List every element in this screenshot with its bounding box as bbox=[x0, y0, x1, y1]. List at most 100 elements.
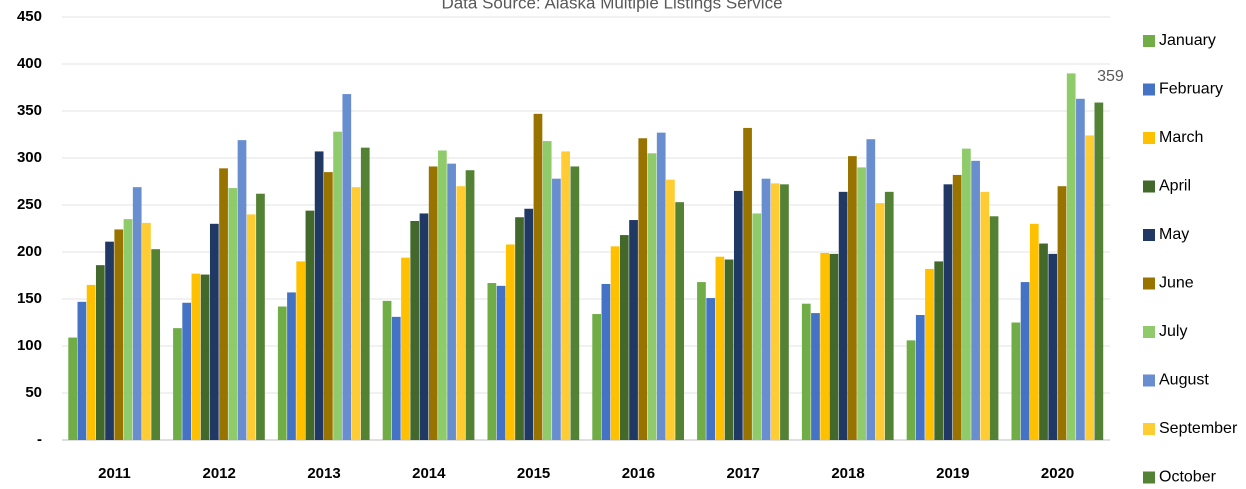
bar bbox=[105, 241, 114, 440]
bar bbox=[561, 151, 570, 441]
legend-label: July bbox=[1159, 323, 1187, 340]
bar bbox=[419, 213, 429, 440]
y-tick-label: 450 bbox=[17, 8, 42, 25]
legend-swatch bbox=[1143, 277, 1155, 290]
bar bbox=[906, 340, 916, 440]
legend-label: March bbox=[1159, 129, 1203, 146]
bar bbox=[592, 314, 602, 440]
y-tick-label: 200 bbox=[17, 243, 42, 260]
bar bbox=[246, 214, 256, 440]
bar bbox=[542, 141, 552, 440]
legend-label: September bbox=[1159, 420, 1238, 437]
legend-swatch bbox=[1143, 132, 1155, 144]
bar bbox=[761, 178, 771, 440]
bar bbox=[629, 220, 638, 440]
bar bbox=[342, 94, 352, 440]
bar bbox=[305, 210, 315, 440]
bar bbox=[838, 191, 848, 440]
bar bbox=[610, 246, 620, 440]
bar bbox=[952, 174, 962, 441]
legend-label: April bbox=[1159, 178, 1191, 195]
bar bbox=[552, 178, 561, 440]
bar bbox=[68, 337, 78, 440]
bar bbox=[505, 244, 515, 440]
bar bbox=[1076, 98, 1085, 440]
bar bbox=[191, 273, 201, 440]
x-tick-label: 2020 bbox=[1041, 465, 1074, 482]
x-tick-label: 2018 bbox=[831, 465, 864, 482]
bar bbox=[209, 223, 219, 440]
bar bbox=[533, 113, 543, 440]
bar bbox=[601, 283, 611, 440]
bar bbox=[496, 285, 506, 440]
chart-title: Data Source: Alaska Multiple Listings Se… bbox=[441, 0, 782, 12]
bar bbox=[360, 147, 370, 440]
bar bbox=[780, 184, 789, 440]
legend-label: October bbox=[1159, 469, 1217, 486]
bar bbox=[237, 140, 247, 440]
legend-swatch bbox=[1143, 471, 1155, 484]
legend-swatch bbox=[1143, 83, 1155, 96]
x-tick-label: 2012 bbox=[203, 465, 236, 482]
bar bbox=[1020, 282, 1030, 440]
bar bbox=[666, 179, 675, 440]
bar bbox=[173, 328, 182, 440]
bar bbox=[219, 168, 228, 440]
bar bbox=[647, 153, 657, 441]
bar bbox=[829, 253, 839, 440]
bar bbox=[770, 183, 780, 440]
x-tick-label: 2013 bbox=[307, 465, 340, 482]
bar bbox=[142, 222, 151, 440]
bar bbox=[675, 202, 685, 440]
bar bbox=[848, 156, 857, 440]
bar bbox=[151, 249, 161, 440]
bar bbox=[256, 193, 265, 440]
bar bbox=[401, 257, 410, 440]
bar bbox=[324, 172, 333, 440]
bar bbox=[980, 191, 990, 440]
bar bbox=[820, 252, 830, 440]
legend-label: June bbox=[1159, 275, 1194, 292]
x-tick-label: 2017 bbox=[727, 465, 760, 482]
data-label: 359 bbox=[1097, 68, 1124, 85]
bar bbox=[314, 151, 324, 441]
legend-label: February bbox=[1159, 81, 1223, 98]
x-tick-label: 2019 bbox=[936, 465, 969, 482]
bar bbox=[77, 301, 87, 440]
bar bbox=[971, 160, 980, 440]
bar bbox=[95, 265, 105, 440]
legend-swatch bbox=[1143, 374, 1155, 387]
legend-swatch bbox=[1143, 326, 1155, 338]
y-tick-label: - bbox=[37, 431, 42, 448]
bar bbox=[200, 274, 210, 440]
bar bbox=[86, 284, 96, 440]
bar bbox=[715, 256, 725, 440]
bar bbox=[1094, 102, 1104, 440]
bar bbox=[656, 132, 666, 440]
x-tick-label: 2014 bbox=[412, 465, 446, 482]
bar bbox=[752, 213, 762, 440]
legend-label: August bbox=[1159, 372, 1209, 389]
bar bbox=[228, 188, 238, 440]
x-tick-label: 2015 bbox=[517, 465, 550, 482]
bar bbox=[1039, 243, 1048, 440]
bar bbox=[925, 268, 934, 440]
y-tick-label: 50 bbox=[25, 384, 42, 401]
bar bbox=[410, 220, 420, 440]
bar bbox=[1066, 73, 1076, 441]
bar bbox=[391, 316, 401, 440]
bar bbox=[382, 300, 392, 440]
bar bbox=[351, 187, 361, 440]
bar bbox=[866, 139, 876, 440]
bar bbox=[743, 127, 752, 441]
bar bbox=[515, 217, 524, 440]
bar bbox=[706, 298, 716, 440]
bar bbox=[182, 302, 192, 440]
bar bbox=[428, 166, 438, 440]
bar bbox=[1029, 223, 1039, 440]
bar bbox=[811, 313, 820, 440]
legend-swatch bbox=[1143, 180, 1155, 193]
bar bbox=[333, 131, 342, 440]
bar bbox=[915, 314, 925, 440]
